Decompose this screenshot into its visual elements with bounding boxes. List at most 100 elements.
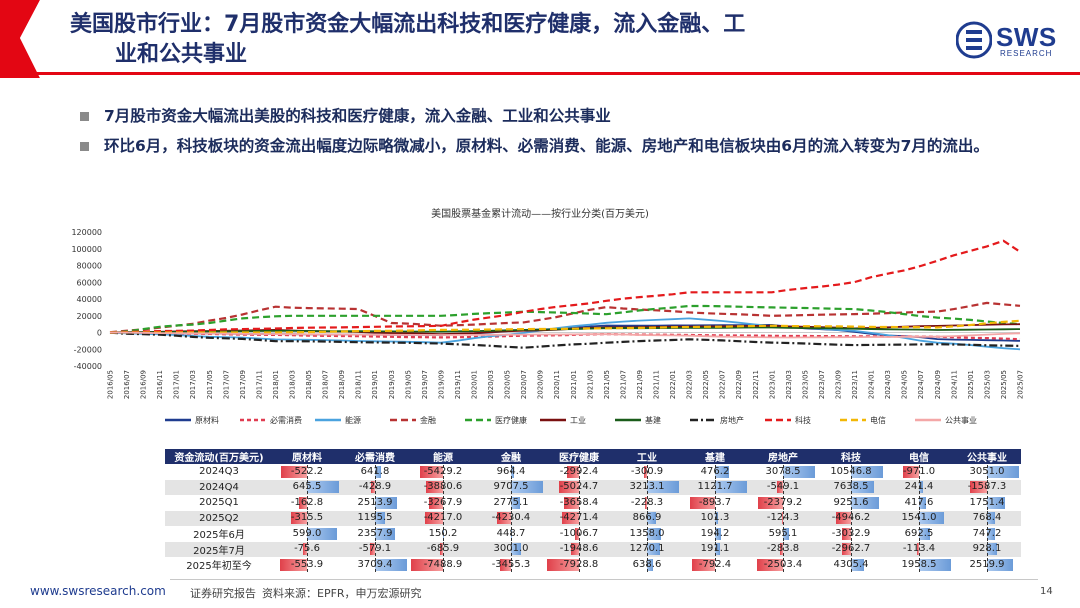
row-label: 2025年7月 — [165, 541, 273, 557]
x-tick-label: 2019/07 — [421, 370, 429, 399]
cell-value: -315.5 — [290, 512, 324, 524]
bullet-square-icon — [80, 142, 89, 151]
table-cell: -3267.9 — [409, 495, 477, 511]
page-number: 14 — [1040, 586, 1053, 597]
cell-bar-wrap: -685.9 — [411, 542, 475, 557]
cell-bar — [647, 543, 660, 556]
cell-bar-wrap: 101.3 — [683, 511, 747, 526]
cell-bar — [561, 512, 579, 525]
cell-bar-wrap: 2513.9 — [343, 495, 407, 510]
cell-value: -283.8 — [766, 543, 800, 555]
x-tick-label: 2025/05 — [1000, 370, 1008, 399]
table-cell: -3455.3 — [477, 557, 545, 573]
table-row: 2025Q1 -162.8 2513.9 -3267.9 2775.1 -3658.4 -2… — [165, 495, 1021, 511]
cell-axis-line — [375, 480, 376, 495]
logo-mark-icon — [956, 21, 992, 59]
cell-axis-line — [307, 511, 308, 526]
legend-label: 原材料 — [195, 415, 219, 425]
x-tick-label: 2019/05 — [404, 370, 412, 399]
cell-bar — [375, 558, 407, 571]
cell-axis-line — [443, 495, 444, 510]
cell-axis-line — [715, 557, 716, 572]
cell-bar — [715, 481, 747, 494]
legend-label: 工业 — [570, 415, 586, 425]
y-tick-label: 60000 — [77, 278, 102, 287]
table-cell: -5429.2 — [409, 464, 477, 480]
table-header-cell: 电信 — [885, 449, 953, 464]
cell-axis-line — [987, 542, 988, 557]
cell-value: -428.9 — [358, 481, 392, 493]
cell-bar — [429, 496, 443, 509]
cell-axis-line — [783, 464, 784, 479]
cell-value: -2992.4 — [559, 465, 599, 477]
cell-bar-wrap: -2992.4 — [547, 464, 611, 479]
cell-bar-wrap: 9707.5 — [479, 480, 543, 495]
legend-label: 基建 — [645, 415, 661, 425]
x-tick-label: 2018/07 — [322, 370, 330, 399]
table-cell: 448.7 — [477, 526, 545, 542]
cell-axis-line — [715, 542, 716, 557]
cell-bar-wrap: -579.1 — [343, 542, 407, 557]
cell-value: -1948.6 — [559, 543, 599, 555]
page-title: 美国股市行业：7月股市资金大幅流出科技和医疗健康，流入金融、工 业和公共事业 — [70, 10, 910, 70]
cell-bar — [370, 543, 375, 556]
cell-bar-wrap: 2357.9 — [343, 526, 407, 541]
x-tick-label: 2024/05 — [901, 370, 909, 399]
cell-value: -124.3 — [766, 512, 800, 524]
cell-bar-wrap: -300.9 — [615, 464, 679, 479]
cell-value: 1751.4 — [969, 496, 1005, 508]
table-cell: -579.1 — [341, 541, 409, 557]
cell-bar-wrap: 4305.4 — [819, 557, 883, 572]
cell-axis-line — [511, 526, 512, 541]
table-cell: 150.2 — [409, 526, 477, 542]
cell-axis-line — [919, 526, 920, 541]
cell-bar — [644, 496, 647, 509]
legend-label: 电信 — [870, 415, 886, 425]
table-header-cell: 金融 — [477, 449, 545, 464]
x-tick-label: 2023/01 — [768, 370, 776, 399]
y-tick-label: 80000 — [77, 262, 102, 271]
table-cell: -553.9 — [273, 557, 341, 573]
x-tick-label: 2024/09 — [934, 370, 942, 399]
footer-site-link[interactable]: www.swsresearch.com — [30, 584, 166, 598]
x-tick-label: 2025/07 — [1017, 370, 1025, 399]
cell-axis-line — [783, 511, 784, 526]
cell-bar-wrap: -7928.8 — [547, 557, 611, 572]
table-cell: 2775.1 — [477, 495, 545, 511]
cell-bar-wrap: 3709.4 — [343, 557, 407, 572]
cell-bar — [426, 481, 443, 494]
cell-bar-wrap: -2503.4 — [751, 557, 815, 572]
series-line — [109, 239, 1021, 334]
x-tick-label: 2016/07 — [123, 370, 131, 399]
cell-bar-wrap: 2519.9 — [955, 557, 1019, 572]
logo-text: SWS — [996, 22, 1057, 52]
cell-value: -4217.0 — [423, 512, 463, 524]
cell-value: 2519.9 — [969, 558, 1005, 570]
footer-divider — [170, 579, 1038, 580]
cell-bar — [499, 558, 511, 571]
cell-bar — [371, 481, 375, 494]
legend-label: 能源 — [345, 415, 361, 425]
cell-bar-wrap: -1006.7 — [547, 526, 611, 541]
cell-bar — [970, 481, 987, 494]
y-tick-label: 100000 — [71, 245, 102, 254]
cell-value: -2379.2 — [763, 496, 803, 508]
x-tick-label: 2021/09 — [636, 370, 644, 399]
x-tick-label: 2024/07 — [917, 370, 925, 399]
cell-value: 638.6 — [632, 558, 662, 570]
cell-axis-line — [307, 480, 308, 495]
cell-bar — [987, 558, 1014, 571]
table-header-cell: 工业 — [613, 449, 681, 464]
cell-axis-line — [307, 542, 308, 557]
table-cell: 194.2 — [681, 526, 749, 542]
cell-axis-line — [987, 511, 988, 526]
cell-axis-line — [443, 480, 444, 495]
fund-flow-table: 资金流动(百万美元) 原材料 必需消费 能源 金融 医疗健康 工业 基建 房地产 科技 电信 公共事业… — [165, 449, 1021, 573]
table-row: 2024Q4 645.5 -428.9 -3880.6 9707.5 -5024.7 321… — [165, 479, 1021, 495]
table-cell: -7928.8 — [545, 557, 613, 573]
row-label: 2025年初至今 — [186, 561, 252, 573]
table-header-cell: 能源 — [409, 449, 477, 464]
cell-bar — [919, 527, 931, 540]
table-cell: 2513.9 — [341, 495, 409, 511]
cell-axis-line — [715, 495, 716, 510]
